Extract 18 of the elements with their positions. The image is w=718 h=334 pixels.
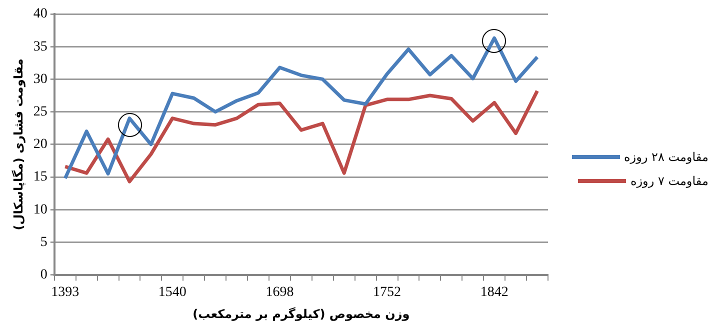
y-tick-label: 5 — [40, 234, 48, 250]
x-tick-label: 1540 — [158, 284, 186, 300]
x-tick-label: 1393 — [51, 284, 80, 300]
y-tick-label: 30 — [33, 72, 48, 87]
y-tick-label: 15 — [33, 170, 48, 185]
legend-label: مقاومت ۷ روزه — [630, 174, 708, 188]
y-tick-label: 25 — [33, 104, 48, 120]
y-axis-title: مقاومت فشاری (مگاپاسکال) — [11, 58, 26, 230]
x-tick-label: 1842 — [480, 284, 508, 300]
legend-label: مقاومت ۲۸ روزه — [624, 150, 708, 164]
y-tick-label: 40 — [33, 6, 48, 22]
y-tick-label: 10 — [33, 202, 48, 218]
y-tick-label: 20 — [33, 137, 48, 152]
x-tick-label: 1698 — [266, 284, 294, 300]
y-tick-label: 0 — [40, 267, 48, 282]
y-tick-label: 35 — [33, 39, 48, 54]
x-axis-title: وزن مخصوص (کیلوگرم بر مترمکعب) — [192, 306, 410, 321]
x-tick-label: 1752 — [373, 284, 402, 300]
